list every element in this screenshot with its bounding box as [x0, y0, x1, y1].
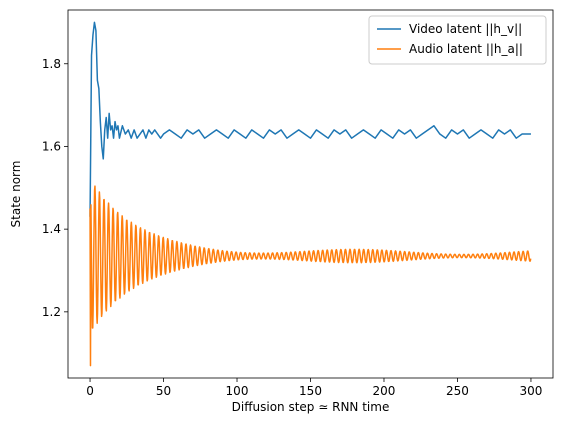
series-layer [89, 21, 532, 367]
x-tick-label: 300 [520, 384, 543, 398]
y-tick-label: 1.8 [42, 57, 61, 71]
x-tick-label: 200 [373, 384, 396, 398]
x-tick-label: 150 [299, 384, 322, 398]
y-axis-label: State norm [9, 161, 23, 228]
y-tick-label: 1.4 [42, 222, 61, 236]
y-tick-label: 1.6 [42, 139, 61, 153]
ticks-layer: 0 50 100 150 200 250 300 1.2 1.4 1.6 1.8 [42, 57, 543, 398]
x-tick-label: 50 [156, 384, 171, 398]
x-tick-label: 250 [446, 384, 469, 398]
series-line-audio-latent [89, 185, 532, 367]
x-tick-label: 0 [86, 384, 94, 398]
legend-entry-label: Audio latent ||h_a|| [409, 42, 523, 56]
y-tick-label: 1.2 [42, 305, 61, 319]
x-axis-label: Diffusion step ≃ RNN time [232, 400, 390, 414]
x-tick-label: 100 [226, 384, 249, 398]
legend: Video latent ||h_v|| Audio latent ||h_a|| [368, 15, 547, 65]
series-line-video-latent [89, 21, 531, 217]
legend-box [368, 15, 547, 65]
legend-entry-label: Video latent ||h_v|| [409, 22, 522, 36]
